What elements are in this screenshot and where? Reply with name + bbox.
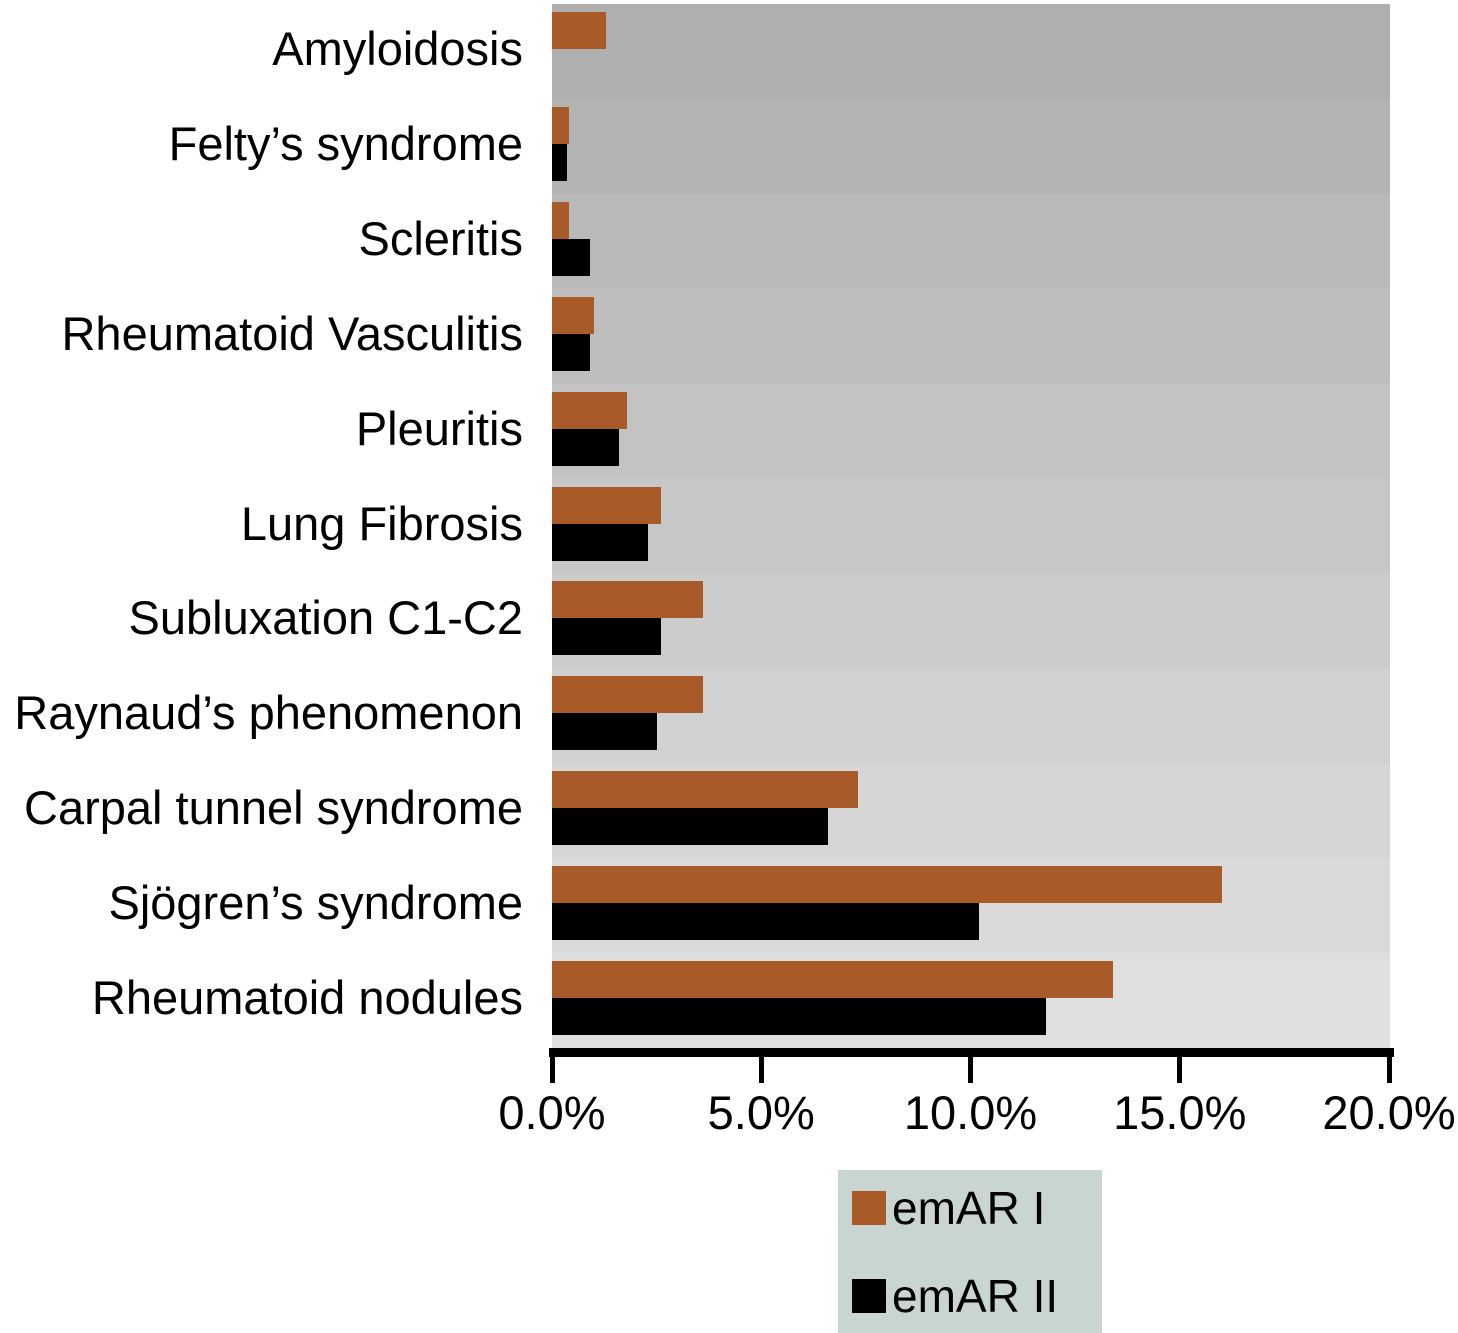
category-label: Carpal tunnel syndrome [24,781,523,835]
bar-emar1 [552,391,628,429]
bar-emar1 [552,201,569,239]
x-axis-tick [758,1057,764,1083]
bar-emar2 [552,808,829,846]
category-label: Scleritis [358,211,523,265]
category-labels: Amyloidosis Felty’s syndrome Scleritis Rheu… [0,0,527,1050]
x-axis-tick [549,1057,555,1083]
bar-emar2 [552,333,590,371]
category-label: Subluxation C1-C2 [128,591,524,645]
x-axis-tick-label: 5.0% [707,1086,815,1139]
bar-emar1 [552,676,703,714]
bar-emar1 [552,771,858,809]
category-label: Rheumatoid Vasculitis [61,306,523,360]
bar-emar2 [552,713,657,751]
bar-emar1 [552,296,594,334]
x-axis-tick [1177,1057,1183,1083]
bar-emar2 [552,523,649,561]
bar-emar2 [552,618,661,656]
bar-emar2 [552,998,1046,1036]
bar-emar1 [552,12,607,49]
bar-emar1 [552,581,703,619]
category-label: Raynaud’s phenomenon [14,686,523,740]
legend-label: emAR II [892,1269,1059,1322]
plot-area [552,4,1390,1048]
bar-emar1 [552,106,569,144]
x-axis-tick-label: 15.0% [1113,1086,1247,1139]
x-axis-tick-label: 10.0% [903,1086,1038,1139]
bar-emar2 [552,428,619,466]
legend-item: emAR II [852,1273,1102,1319]
x-axis-line [549,1048,1394,1057]
legend-swatch-emar2 [852,1278,886,1313]
category-label: Amyloidosis [272,22,523,75]
bar-emar2 [552,143,567,181]
category-label: Felty’s syndrome [168,116,523,170]
category-label: Sjögren’s syndrome [108,876,523,930]
bar-emar1 [552,961,1113,999]
x-axis-tick [1386,1057,1392,1083]
category-label: Rheumatoid nodules [91,971,523,1025]
x-axis-tick-label: 0.0% [498,1086,606,1139]
legend: emAR I emAR II [838,1170,1102,1333]
legend-label: emAR I [892,1181,1046,1234]
bar-emar1 [552,866,1222,904]
legend-item: emAR I [852,1185,1102,1231]
x-axis-tick [968,1057,973,1083]
category-label: Lung Fibrosis [240,496,523,550]
bar-emar2 [552,903,979,941]
bar-emar2 [552,238,590,276]
bar-emar1 [552,486,661,524]
x-axis-tick-label: 20.0% [1322,1086,1456,1139]
legend-swatch-emar1 [852,1190,886,1225]
category-label: Pleuritis [355,401,523,455]
